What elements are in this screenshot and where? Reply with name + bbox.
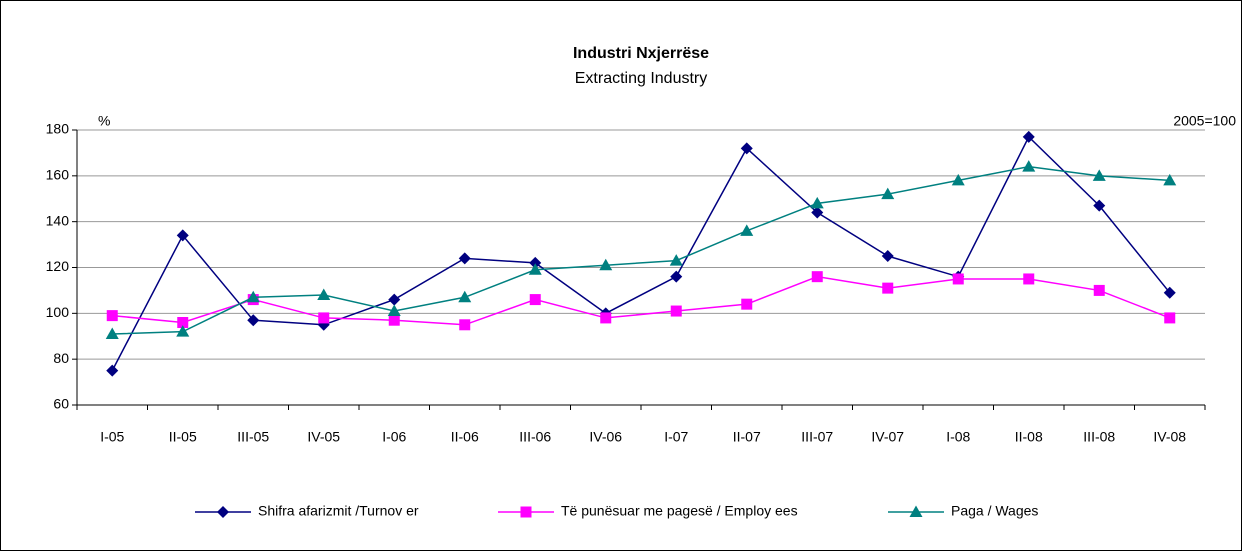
data-point <box>740 224 754 236</box>
x-tick-label: III-05 <box>237 429 269 445</box>
x-tick-label: I-06 <box>382 429 406 445</box>
annotation: 2005=100 <box>1173 113 1236 129</box>
series-line <box>111 135 1171 371</box>
series-line <box>112 275 1171 326</box>
data-point <box>528 263 542 275</box>
x-tick-label: I-08 <box>946 429 970 445</box>
data-point <box>388 314 400 326</box>
legend-marker <box>217 506 229 518</box>
data-point <box>810 196 824 209</box>
data-point <box>1092 169 1106 181</box>
x-tick-label: II-06 <box>451 429 479 445</box>
data-point <box>599 258 613 271</box>
y-tick-label: 180 <box>46 121 70 137</box>
data-point <box>176 325 190 337</box>
x-tick-label: II-05 <box>169 429 197 445</box>
data-point <box>106 310 118 322</box>
y-tick-label: 60 <box>53 396 69 412</box>
data-point <box>1093 284 1105 296</box>
data-point <box>177 317 189 328</box>
data-point <box>1022 130 1035 143</box>
data-point <box>459 319 471 331</box>
data-point <box>176 229 189 242</box>
data-point <box>1163 286 1176 299</box>
y-axis-label: % <box>98 113 110 129</box>
data-point <box>1164 312 1176 324</box>
x-tick-label: III-06 <box>519 429 551 445</box>
y-tick-label: 160 <box>46 167 70 183</box>
data-point <box>106 364 119 377</box>
data-point <box>670 305 682 317</box>
legend-marker <box>909 505 923 517</box>
data-point <box>881 250 894 263</box>
data-point <box>1163 173 1177 186</box>
data-point <box>881 187 895 200</box>
data-point <box>458 290 472 303</box>
x-tick-label: III-08 <box>1083 429 1115 445</box>
chart-subtitle: Extracting Industry <box>575 70 708 87</box>
data-point <box>105 327 119 339</box>
data-point <box>952 273 964 285</box>
legend-label: Paga / Wages <box>951 503 1038 519</box>
data-point <box>247 314 260 327</box>
y-tick-label: 80 <box>53 350 69 366</box>
y-tick-label: 140 <box>46 212 70 228</box>
data-point <box>740 142 753 155</box>
data-point <box>1093 199 1106 212</box>
data-point <box>529 294 541 306</box>
series-line <box>112 165 1170 335</box>
legend-label: Shifra afarizmit /Turnov er <box>258 503 419 519</box>
x-tick-label: IV-07 <box>871 429 904 445</box>
data-point <box>882 282 894 294</box>
data-point <box>318 312 330 324</box>
data-point <box>1023 273 1035 285</box>
data-point <box>458 252 471 265</box>
data-point <box>388 293 401 306</box>
data-point <box>669 254 683 266</box>
data-point <box>1022 160 1036 172</box>
x-tick-label: IV-08 <box>1153 429 1186 445</box>
x-tick-label: I-05 <box>100 429 124 445</box>
y-tick-label: 120 <box>46 258 70 274</box>
data-point <box>317 288 331 300</box>
data-point <box>387 304 401 317</box>
data-point <box>600 312 612 324</box>
data-point <box>741 298 753 310</box>
y-tick-label: 100 <box>46 304 70 320</box>
x-tick-label: III-07 <box>801 429 833 445</box>
x-tick-label: II-07 <box>733 429 761 445</box>
x-tick-label: I-07 <box>664 429 688 445</box>
data-point <box>811 271 823 283</box>
x-tick-label: IV-06 <box>589 429 622 445</box>
x-tick-label: IV-05 <box>307 429 340 445</box>
data-point <box>670 270 683 283</box>
data-point <box>246 290 260 303</box>
data-point <box>529 256 542 269</box>
chart-title: Industri Nxjerrëse <box>573 45 709 62</box>
data-point <box>951 173 965 186</box>
x-tick-label: II-08 <box>1015 429 1043 445</box>
data-point <box>811 206 824 219</box>
legend-label: Të punësuar me pagesë / Employ ees <box>561 503 798 519</box>
legend-marker <box>520 506 532 518</box>
